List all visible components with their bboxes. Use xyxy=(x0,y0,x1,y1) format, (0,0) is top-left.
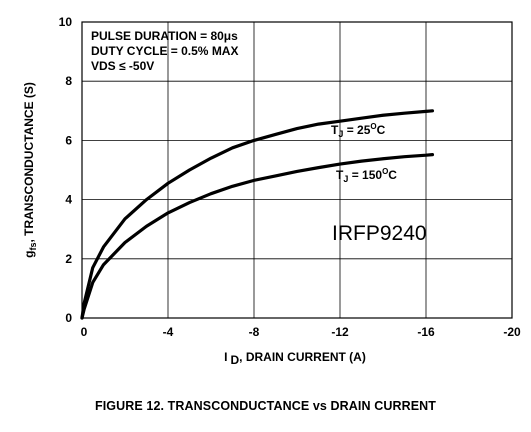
condition-duty-cycle: DUTY CYCLE = 0.5% MAX xyxy=(91,44,238,58)
y-axis-label-sub: fs xyxy=(28,243,38,251)
x-tick-label: -4 xyxy=(163,325,174,339)
x-tick-label: -20 xyxy=(503,325,521,339)
y-tick-label: 8 xyxy=(65,74,72,88)
series-label-150c-end: C xyxy=(388,168,397,182)
x-tick-label: -12 xyxy=(331,325,349,339)
series-line-150c xyxy=(80,153,435,320)
transconductance-chart: 0 2 4 6 8 10 0 -4 -8 -12 -16 -20 gfs, TRANSCONDUCT… xyxy=(22,15,521,367)
x-axis-label-sub: D xyxy=(231,353,240,367)
x-axis-label: I D, DRAIN CURRENT (A) xyxy=(224,350,366,367)
grid xyxy=(82,22,512,318)
series-label-150c-mid: = 150 xyxy=(348,168,382,182)
part-number: IRFP9240 xyxy=(332,222,427,245)
series-label-25c-main: T xyxy=(331,123,339,137)
x-axis-label-main: I xyxy=(224,350,227,364)
y-axis-label-rest: , TRANSCONDUCTANCE (S) xyxy=(22,82,36,242)
series-label-25c-end: C xyxy=(377,123,386,137)
condition-pulse-duration: PULSE DURATION = 80μs xyxy=(91,29,238,43)
y-axis-label-main: g xyxy=(22,251,36,258)
series-label-150c: TJ = 150OC xyxy=(336,167,397,184)
series-label-150c-sup: O xyxy=(382,167,388,176)
condition-vds: VDS ≤ -50V xyxy=(91,59,154,73)
x-axis-label-rest: , DRAIN CURRENT (A) xyxy=(239,350,366,364)
series-label-150c-main: T xyxy=(336,168,344,182)
y-tick-label: 4 xyxy=(65,193,72,207)
x-tick-label: -16 xyxy=(417,325,435,339)
x-tick-label: -8 xyxy=(249,325,260,339)
x-tick-label: 0 xyxy=(81,325,88,339)
y-tick-label: 6 xyxy=(65,133,72,147)
y-tick-label: 0 xyxy=(65,311,72,325)
series-label-25c-mid: = 25 xyxy=(343,123,370,137)
plot-frame xyxy=(81,21,513,319)
y-axis-label: gfs, TRANSCONDUCTANCE (S) xyxy=(22,82,38,258)
curves xyxy=(80,109,435,320)
series-label-25c-sup: O xyxy=(370,122,376,131)
series-line-25c xyxy=(80,109,435,320)
series-label-25c: TJ = 25OC xyxy=(331,122,386,139)
y-tick-label: 10 xyxy=(59,15,73,29)
figure-caption: FIGURE 12. TRANSCONDUCTANCE vs DRAIN CUR… xyxy=(95,399,436,413)
series-label-25c-sub: J xyxy=(338,129,343,139)
x-axis-ticks: 0 -4 -8 -12 -16 -20 xyxy=(81,325,521,339)
series-label-150c-sub: J xyxy=(343,174,348,184)
y-axis-ticks: 0 2 4 6 8 10 xyxy=(59,15,73,325)
y-tick-label: 2 xyxy=(65,252,72,266)
